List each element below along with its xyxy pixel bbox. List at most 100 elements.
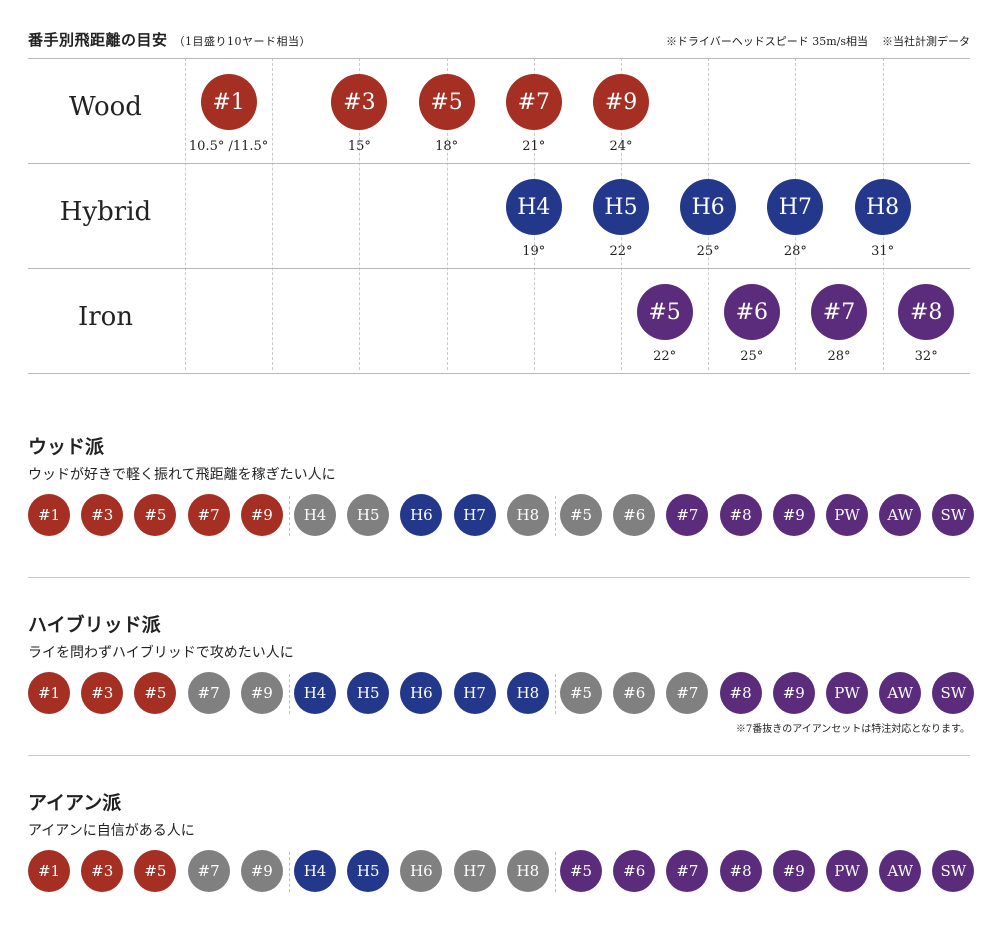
club-badge: #5	[636, 284, 693, 340]
club-badge: H5	[593, 179, 649, 235]
group-separator	[288, 674, 290, 714]
club-chip: SW	[932, 672, 975, 714]
section-title: ハイブリッド派	[28, 614, 161, 636]
club-chip: H4	[294, 494, 336, 536]
club-chip: #5	[560, 672, 602, 714]
loft-label: 24°	[609, 139, 633, 154]
club-set-row: #1 #3 #5 #7 #9 H4 H5 H6 H7 H8 #5 #6 #7 #8 #9 PW AW SW	[28, 850, 975, 894]
row-divider	[28, 373, 970, 374]
title-subtitle: （1目盛り10ヤード相当）	[173, 35, 312, 48]
club-badge: #5	[418, 74, 475, 130]
club-chip: #7	[666, 850, 709, 892]
club-chip: H8	[506, 850, 549, 892]
club-chip: PW	[826, 672, 868, 714]
club-chip: #5	[560, 494, 602, 536]
group-separator	[288, 852, 290, 892]
club-chip: H5	[347, 672, 390, 714]
note-measurement: ※当社計測データ	[882, 35, 970, 48]
section-note: ※7番抜きのアイアンセットは特注対応となります。	[735, 724, 970, 735]
section-divider	[28, 755, 970, 756]
page-header: 番手別飛距離の目安 （1目盛り10ヤード相当） ※ドライバーヘッドスピード 35m…	[0, 0, 1000, 50]
club-chip: SW	[932, 850, 975, 892]
section-description: アイアンに自信がある人に	[28, 823, 195, 839]
club-set-row: #1 #3 #5 #7 #9 H4 H5 H6 H7 H8 #5 #6 #7 #8 #9 PW AW SW	[28, 672, 975, 716]
loft-label: 28°	[783, 244, 807, 259]
club-badge: #7	[505, 74, 562, 130]
grid-line	[185, 58, 186, 370]
grid-line	[359, 58, 361, 370]
club-chip: #7	[666, 672, 709, 714]
club-chip: #5	[134, 850, 177, 892]
group-separator	[288, 496, 290, 536]
page-title: 番手別飛距離の目安 （1目盛り10ヤード相当）	[28, 29, 311, 50]
club-chip: H8	[506, 494, 549, 536]
club-badge: H4	[505, 179, 562, 235]
club-chip: #9	[772, 672, 815, 714]
club-chip: AW	[879, 672, 922, 714]
distance-chart: Wood #1 10.5° /11.5° #3 15° #5 18° #7 21° #9 24° Hy…	[0, 0, 1000, 380]
row-divider	[28, 163, 970, 164]
section-description: ライを問わずハイブリッドで攻めたい人に	[28, 645, 294, 661]
section-title: ウッド派	[28, 436, 105, 458]
title-text: 番手別飛距離の目安	[28, 31, 168, 49]
group-separator	[554, 496, 556, 536]
loft-label: 25°	[696, 244, 720, 259]
loft-label: 28°	[827, 349, 851, 364]
group-separator	[554, 674, 556, 714]
club-chip: #7	[187, 850, 230, 892]
row-label-hybrid: Hybrid	[59, 197, 152, 227]
set-section: ハイブリッド派 ライを問わずハイブリッドで攻めたい人に #1 #3 #5 #7 #9 H4 H5…	[28, 610, 975, 740]
club-chip: #6	[613, 494, 656, 536]
club-chip: AW	[879, 850, 922, 892]
club-chip: #5	[134, 494, 177, 536]
club-chip: H4	[294, 672, 336, 714]
section-description: ウッドが好きで軽く振れて飛距離を稼ぎたい人に	[28, 467, 336, 483]
loft-label: 21°	[522, 139, 546, 154]
grid-line	[446, 58, 448, 370]
club-chip: #5	[560, 850, 602, 892]
club-chip: #3	[81, 672, 124, 714]
loft-label: 15°	[347, 139, 371, 154]
club-chip: #9	[240, 850, 283, 892]
club-chip: #1	[28, 850, 70, 892]
club-chip: H5	[347, 850, 390, 892]
loft-label: 10.5° /11.5°	[188, 139, 269, 154]
loft-label: 32°	[914, 349, 938, 364]
note-head-speed: ※ドライバーヘッドスピード 35m/s相当	[665, 35, 868, 48]
club-chip: H8	[506, 672, 549, 714]
club-chip: #8	[719, 672, 762, 714]
club-chip: #7	[187, 494, 230, 536]
club-chip: #9	[240, 494, 283, 536]
club-chip: #3	[81, 494, 124, 536]
club-chip: #5	[134, 672, 177, 714]
club-chip: H6	[400, 672, 443, 714]
club-chip: #6	[613, 672, 656, 714]
club-chip: #3	[81, 850, 124, 892]
club-chip: #6	[613, 850, 656, 892]
loft-label: 19°	[522, 244, 546, 259]
club-badge: H6	[680, 179, 737, 235]
section-divider	[28, 577, 970, 578]
club-chip: #9	[772, 850, 815, 892]
club-badge: H7	[767, 179, 824, 235]
loft-label: 22°	[653, 349, 677, 364]
section-title: アイアン派	[28, 792, 122, 814]
set-section: ウッド派 ウッドが好きで軽く振れて飛距離を稼ぎたい人に #1 #3 #5 #7 #9 H4 H5…	[28, 432, 975, 562]
club-badge: #1	[200, 74, 257, 130]
club-chip: #7	[187, 672, 230, 714]
club-chip: #8	[719, 850, 762, 892]
club-chip: H6	[400, 494, 443, 536]
club-chip: #7	[666, 494, 709, 536]
set-section: アイアン派 アイアンに自信がある人に #1 #3 #5 #7 #9 H4 H5 H6 H7 H8 #5 #…	[28, 788, 975, 918]
club-badge: #8	[898, 284, 955, 340]
club-badge: #7	[811, 284, 867, 340]
club-chip: PW	[826, 850, 868, 892]
club-chip: H5	[347, 494, 390, 536]
loft-label: 22°	[609, 244, 633, 259]
loft-label: 25°	[740, 349, 764, 364]
grid-line	[272, 58, 274, 370]
club-set-row: #1 #3 #5 #7 #9 H4 H5 H6 H7 H8 #5 #6 #7 #8 #9 PW AW SW	[28, 494, 975, 538]
club-chip: H4	[294, 850, 336, 892]
club-badge: #9	[593, 74, 649, 130]
club-chip: #9	[240, 672, 283, 714]
